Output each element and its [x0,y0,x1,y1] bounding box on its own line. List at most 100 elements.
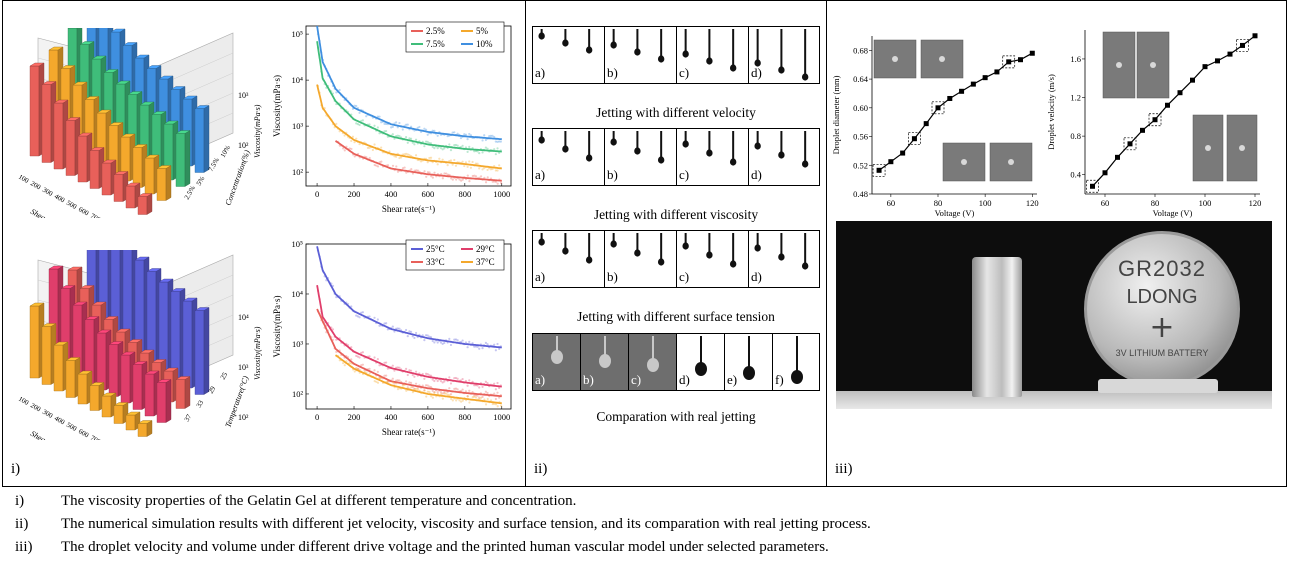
scatter-point [456,144,459,147]
bar-front [29,305,40,379]
scatter-point [443,380,446,383]
scatter-point [474,175,478,178]
scatter-point [378,132,381,135]
bar-front [125,414,136,431]
bar-top [137,420,153,424]
droplet [610,240,617,248]
scatter-point [424,334,428,337]
x-tick-label: 400 [53,192,67,204]
scatter-point [491,180,494,183]
droplet-drawing [538,131,593,162]
scatter-point [373,380,376,383]
bar-top [108,341,124,345]
scatter-point [425,175,428,178]
droplet [562,247,569,255]
scatter-point [476,162,479,165]
droplet-drawing [682,233,737,268]
bar-top [41,81,57,85]
scatter-point [409,381,413,384]
scatter-point [489,134,492,137]
bar-top [48,265,64,270]
droplet [754,59,761,67]
inset-image [989,142,1033,182]
scatter-point [398,156,401,160]
simulation-row-title: Jetting with different surface tension [577,309,775,324]
bar-top [96,329,112,334]
scatter-point [391,377,394,380]
coin-text-type: 3V LITHIUM BATTERY [1115,348,1209,358]
scatter-point [433,129,436,132]
simulation-row: a) b) c) d) [532,128,820,186]
scatter-point [441,148,444,151]
bar-front [101,162,112,196]
scatter-point [366,146,369,149]
simulation-frame: a) [533,334,581,390]
frame-label: c) [631,372,642,387]
y-tick-label: 0.8 [1070,131,1081,141]
droplet [778,151,785,159]
scatter-point [343,134,346,137]
bar-top [139,349,155,354]
scatter-point [483,398,486,401]
scatter-point [458,399,461,402]
scatter-point [494,180,498,183]
scatter-point [376,370,379,374]
droplet-stem [796,336,798,374]
scatter-point [428,374,431,377]
bar-front [120,354,131,404]
droplet-drawing [647,336,659,372]
x-tick-label: 700 [89,212,103,218]
scatter-point [460,179,463,182]
frame-label: a) [535,372,546,387]
scatter-point [368,315,371,318]
scatter-point [405,389,408,392]
scatter-point [409,369,413,372]
scatter-point [398,366,401,369]
x-tick-label: 800 [458,412,471,422]
scatter-point [481,395,484,399]
scatter-point [331,328,335,331]
x-tick-label: 600 [422,189,435,199]
droplet [538,32,545,40]
scatter-point [406,141,409,144]
x-tick-label: 400 [53,414,67,426]
scatter-point [476,394,479,397]
data-point [1006,59,1012,65]
inset-image [873,39,917,79]
scatter-point [486,343,489,346]
scatter-point [430,395,433,398]
droplet-stem [612,233,615,241]
data-point [900,150,906,156]
caption-number: iii) [15,539,33,555]
droplet-drawing [610,131,665,164]
droplet [706,149,713,157]
simulation-frame: c) [677,27,749,83]
scatter-point [476,150,479,153]
simulation-frame: b) [581,334,629,390]
simulation-row-title: Jetting with different velocity [596,105,756,120]
scatter-point [396,366,399,369]
scatter-point [436,134,439,137]
scatter-point [376,115,379,118]
scatter-point [403,166,406,169]
x-tick-label: 0 [315,412,319,422]
highlight-box [1123,137,1137,151]
simulation-row-title: Comparation with real jetting [596,409,756,424]
scatter-point [443,147,446,150]
data-point [1127,141,1133,147]
scatter-point [376,381,380,384]
droplet [754,142,761,150]
scatter-point [429,385,433,389]
series-line [316,246,502,349]
simulation-frame: d) [749,27,821,83]
scatter-point [441,381,444,384]
scatter-point [373,369,376,372]
scatter-point [461,160,464,163]
bar-top [101,159,117,164]
scatter-point [439,380,443,383]
x-tick-label: 300 [41,186,55,198]
droplet-stem [636,233,639,250]
bar-top [125,411,141,416]
bar-top [163,120,179,125]
droplet-drawing [754,233,809,270]
